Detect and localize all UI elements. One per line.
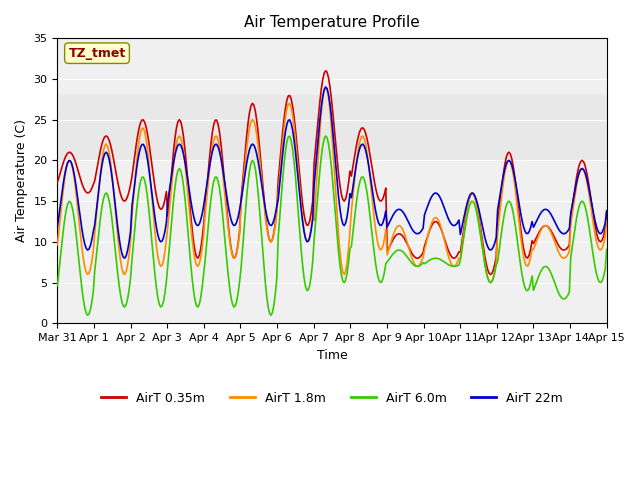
Legend: AirT 0.35m, AirT 1.8m, AirT 6.0m, AirT 22m: AirT 0.35m, AirT 1.8m, AirT 6.0m, AirT 2… xyxy=(96,387,568,410)
Title: Air Temperature Profile: Air Temperature Profile xyxy=(244,15,420,30)
Y-axis label: Air Temperature (C): Air Temperature (C) xyxy=(15,119,28,242)
Bar xyxy=(58,95,607,160)
Text: TZ_tmet: TZ_tmet xyxy=(68,47,125,60)
X-axis label: Time: Time xyxy=(317,348,348,362)
